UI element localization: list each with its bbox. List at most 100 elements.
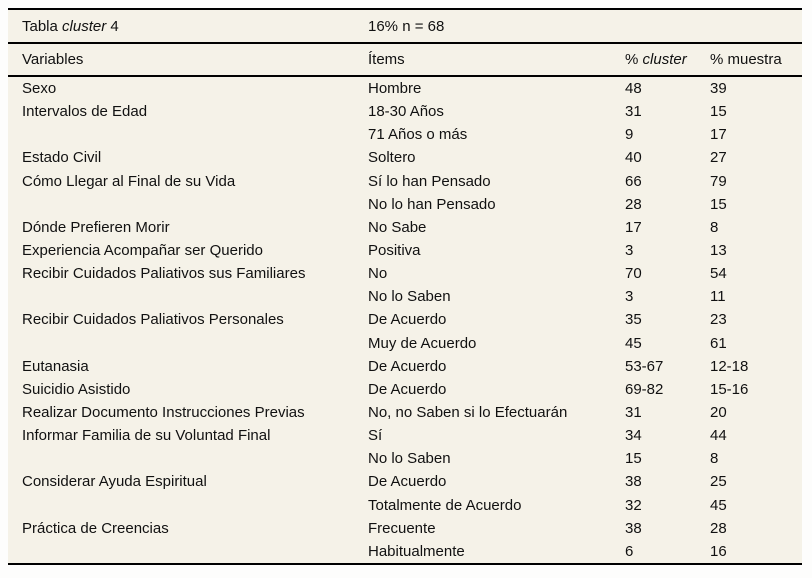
pct-cluster-cell: 17 [625,218,642,236]
variable-cell [8,447,368,470]
variable-cell: Sexo [22,80,57,98]
item-cell: No lo han Pensado [368,195,496,213]
variable-cell: Cómo Llegar al Final de su Vida [22,172,236,190]
pct-cluster-cell: 28 [625,195,642,213]
variable-cell: Estado Civil [22,149,102,167]
pct-muestra-cell: 17 [710,126,727,144]
table-header-row: Variables Ítems % cluster % muestra [8,43,802,77]
variable-cell: Intervalos de Edad [22,103,148,121]
item-cell: Soltero [368,149,416,167]
pct-muestra-cell: 16 [710,539,802,565]
table-row: Recibir Cuidados Paliativos Personales D… [8,308,802,331]
pct-cluster-cell: 35 [625,311,642,329]
pct-muestra-cell: 12-18 [710,357,749,375]
variable-cell [8,539,368,565]
cluster-table: Tabla cluster 4 16% n = 68 Variables Íte… [8,8,802,565]
pct-cluster-cell: 32 [625,496,642,514]
item-cell: Frecuente [368,519,436,537]
table-subtitle: 16% n = 68 [368,8,802,44]
pct-cluster-cell: 6 [625,539,710,565]
item-cell: No [368,265,388,283]
variable-cell: Práctica de Creencias [22,519,169,537]
variable-cell [8,332,368,355]
table-body: Sexo Hombre 48 39 Intervalos de Edad 18-… [8,76,802,565]
pct-muestra-cell: 8 [710,218,719,236]
item-cell: Hombre [368,80,422,98]
table-row: Cómo Llegar al Final de su Vida Sí lo ha… [8,170,802,193]
table-row: Totalmente de Acuerdo 32 45 [8,494,802,517]
pct-muestra-cell: 15 [710,103,727,121]
column-header-pct-muestra: % muestra [710,43,802,77]
variable-cell: Recibir Cuidados Paliativos Personales [22,311,284,329]
table-row: Intervalos de Edad 18-30 Años 31 15 [8,100,802,123]
pct-cluster-cell: 31 [625,404,642,422]
pct-cluster-cell: 15 [625,450,642,468]
pct-muestra-cell: 79 [710,172,727,190]
item-cell: No Sabe [368,218,427,236]
table-row: Habitualmente 6 16 [8,539,802,565]
pct-muestra-cell: 15 [710,195,727,213]
column-header-pct-cluster: % cluster [625,43,710,77]
pct-muestra-cell: 25 [710,473,727,491]
table-row: Dónde Prefieren Morir No Sabe 17 8 [8,216,802,239]
item-cell: No, no Saben si lo Efectuarán [368,404,568,422]
variable-cell: Recibir Cuidados Paliativos sus Familiar… [22,265,306,283]
item-cell: De Acuerdo [368,380,447,398]
item-cell: No lo Saben [368,288,451,306]
variable-cell: Dónde Prefieren Morir [22,218,170,236]
pct-muestra-cell: 54 [710,265,727,283]
variable-cell [8,193,368,216]
table-row: Experiencia Acompañar ser Querido Positi… [8,239,802,262]
pct-cluster-cell: 69-82 [625,380,664,398]
table-row: Suicidio Asistido De Acuerdo 69-82 15-16 [8,378,802,401]
item-cell: De Acuerdo [368,357,447,375]
table-title-number: 4 [106,17,119,35]
pct-cluster-cell: 34 [625,427,642,445]
pct-cluster-cell: 3 [625,288,634,306]
pct-muestra-cell: 27 [710,149,727,167]
pct-muestra-cell: 44 [710,427,727,445]
pct-cluster-cell: 48 [625,80,642,98]
pct-cluster-cell: 38 [625,519,642,537]
pct-cluster-cell: 38 [625,473,642,491]
item-cell: 71 Años o más [368,126,468,144]
pct-muestra-cell: 28 [710,519,727,537]
column-header-variables: Variables [8,43,368,77]
pct-cluster-cell: 40 [625,149,642,167]
pct-muestra-cell: 15-16 [710,380,749,398]
pct-muestra-cell: 39 [710,80,727,98]
pct-muestra-cell: 11 [710,288,726,306]
table-row: No lo han Pensado 28 15 [8,193,802,216]
pct-muestra-cell: 8 [710,450,719,468]
table-row: Estado Civil Soltero 40 27 [8,146,802,169]
table-row: Realizar Documento Instrucciones Previas… [8,401,802,424]
pct-muestra-cell: 23 [710,311,727,329]
column-header-items: Ítems [368,43,625,77]
variable-cell [8,123,368,146]
variable-cell: Eutanasia [22,357,89,375]
pct-muestra-cell: 20 [710,404,727,422]
table-row: Muy de Acuerdo 45 61 [8,332,802,355]
variable-cell [8,494,368,517]
pct-cluster-word: cluster [642,51,687,68]
pct-muestra-cell: 61 [710,334,727,352]
item-cell: 18-30 Años [368,103,444,121]
table-title: Tabla cluster 4 [8,8,368,44]
pct-cluster-prefix: % [625,51,643,68]
pct-muestra-cell: 45 [710,496,727,514]
variable-cell: Informar Familia de su Voluntad Final [22,427,271,445]
variable-cell: Realizar Documento Instrucciones Previas [22,404,305,422]
table-row: No lo Saben 15 8 [8,447,802,470]
table-row: Sexo Hombre 48 39 [8,76,802,100]
variable-cell [8,285,368,308]
table-row: Considerar Ayuda Espiritual De Acuerdo 3… [8,470,802,493]
pct-cluster-cell: 70 [625,265,642,283]
item-cell: Sí lo han Pensado [368,172,491,190]
table-row: Práctica de Creencias Frecuente 38 28 [8,517,802,540]
item-cell: No lo Saben [368,450,451,468]
table-title-row: Tabla cluster 4 16% n = 68 [8,8,802,44]
table-title-cluster-word: cluster [62,17,107,35]
cluster-table-container: Tabla cluster 4 16% n = 68 Variables Íte… [8,8,802,565]
variable-cell: Considerar Ayuda Espiritual [22,473,207,491]
